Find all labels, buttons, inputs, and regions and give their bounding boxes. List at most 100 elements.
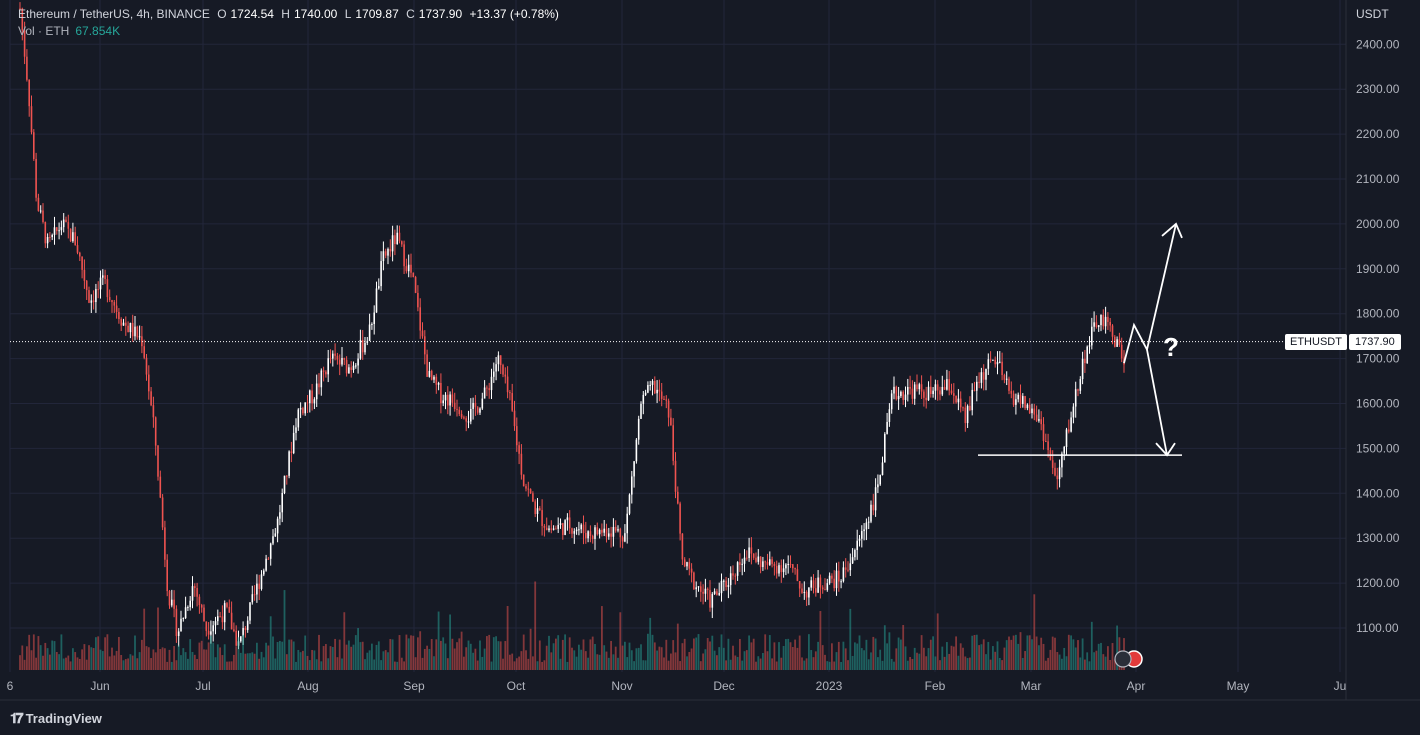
candle-body bbox=[463, 417, 465, 419]
pair-title[interactable]: Ethereum / TetherUS, 4h, BINANCE bbox=[18, 7, 210, 21]
candle-body bbox=[355, 365, 357, 367]
volume-bar bbox=[676, 623, 679, 670]
candle-body bbox=[1095, 322, 1098, 328]
candle-body bbox=[111, 300, 113, 303]
volume-bar bbox=[108, 656, 111, 670]
candle-body bbox=[686, 562, 688, 567]
candle-body bbox=[596, 527, 599, 535]
candle-body bbox=[378, 286, 380, 289]
volume-bar bbox=[193, 654, 196, 670]
candle-body bbox=[407, 264, 410, 272]
tradingview-icon: 𝟏𝟕 bbox=[10, 710, 24, 726]
candle-body bbox=[771, 559, 773, 564]
candle-body bbox=[670, 417, 672, 426]
candle-body bbox=[134, 326, 136, 337]
candle-body bbox=[493, 371, 495, 377]
question-annotation[interactable]: ? bbox=[1163, 332, 1179, 362]
volume-bar bbox=[1079, 657, 1082, 670]
candle-body bbox=[953, 393, 955, 396]
volume-bar bbox=[403, 661, 405, 670]
candle-body bbox=[513, 410, 516, 427]
candle-body bbox=[265, 558, 267, 571]
volume-bar bbox=[233, 654, 235, 670]
candle-body bbox=[950, 390, 953, 394]
volume-bar bbox=[1001, 660, 1003, 670]
volume-bar bbox=[147, 647, 150, 670]
candle-body bbox=[1102, 314, 1105, 327]
down-arrowhead bbox=[1155, 442, 1176, 457]
volume-bar bbox=[890, 658, 893, 670]
y-tick-label: 1800.00 bbox=[1356, 307, 1400, 321]
volume-bar bbox=[582, 639, 585, 670]
volume-bar bbox=[706, 638, 709, 670]
candle-body bbox=[591, 536, 594, 539]
candle-body bbox=[226, 603, 228, 607]
candle-body bbox=[989, 359, 992, 361]
volume-bar bbox=[253, 653, 256, 670]
candle-body bbox=[718, 593, 720, 595]
candle-body bbox=[173, 599, 175, 609]
high-value: 1740.00 bbox=[293, 7, 338, 21]
volume-label: Vol · ETH bbox=[18, 24, 70, 38]
volume-bar bbox=[534, 581, 537, 670]
volume-bar bbox=[180, 655, 182, 670]
volume-bar bbox=[437, 611, 440, 670]
candle-body bbox=[253, 594, 256, 596]
candle-body bbox=[759, 556, 762, 568]
volume-bar bbox=[191, 651, 194, 670]
volume-bar bbox=[177, 645, 180, 670]
candle-body bbox=[727, 585, 730, 587]
volume-bar bbox=[805, 658, 808, 670]
volume-bar bbox=[285, 654, 288, 670]
volume-legend[interactable]: Vol · ETH 67.854K bbox=[18, 24, 120, 38]
volume-bar bbox=[242, 634, 244, 670]
candle-body bbox=[504, 374, 507, 377]
volume-bar bbox=[1116, 625, 1118, 670]
volume-bar bbox=[670, 653, 672, 670]
candle-body bbox=[1068, 429, 1070, 432]
volume-bar bbox=[354, 635, 357, 670]
volume-bar bbox=[722, 647, 725, 670]
candle-body bbox=[1035, 414, 1038, 421]
volume-bar bbox=[923, 647, 925, 670]
candle-body bbox=[729, 573, 732, 586]
candle-body bbox=[97, 289, 99, 291]
volume-bar bbox=[348, 640, 350, 670]
candle-body bbox=[458, 409, 461, 415]
volume-bar bbox=[943, 656, 946, 670]
candle-body bbox=[198, 596, 201, 606]
candle-body bbox=[842, 567, 845, 582]
candle-body bbox=[279, 512, 281, 519]
candle-body bbox=[447, 394, 449, 406]
candle-body bbox=[748, 547, 750, 558]
volume-bar bbox=[492, 637, 495, 670]
volume-bar bbox=[127, 658, 129, 670]
volume-bar bbox=[927, 648, 930, 670]
candle-body bbox=[851, 557, 854, 564]
tradingview-logo[interactable]: 𝟏𝟕 TradingView bbox=[10, 710, 102, 727]
candle-body bbox=[605, 528, 608, 537]
candle-body bbox=[451, 394, 454, 403]
candle-body bbox=[720, 580, 723, 594]
candle-body bbox=[598, 529, 601, 535]
volume-bar bbox=[101, 651, 104, 670]
candle-body bbox=[856, 540, 858, 550]
volume-bar bbox=[755, 661, 757, 670]
volume-bar bbox=[32, 634, 35, 670]
volume-bar bbox=[389, 639, 392, 670]
volume-bar bbox=[985, 654, 987, 670]
volume-bar bbox=[1033, 594, 1036, 670]
candle-body bbox=[1070, 417, 1072, 432]
volume-bar bbox=[426, 645, 428, 670]
volume-bar bbox=[302, 650, 304, 670]
volume-bar bbox=[398, 635, 401, 670]
candle-body bbox=[499, 355, 502, 366]
y-tick-label: 1400.00 bbox=[1356, 486, 1400, 500]
volume-bar bbox=[371, 643, 373, 670]
volume-bar bbox=[375, 644, 378, 670]
volume-bar bbox=[359, 642, 362, 670]
candle-body bbox=[536, 508, 539, 514]
candle-body bbox=[743, 557, 746, 564]
